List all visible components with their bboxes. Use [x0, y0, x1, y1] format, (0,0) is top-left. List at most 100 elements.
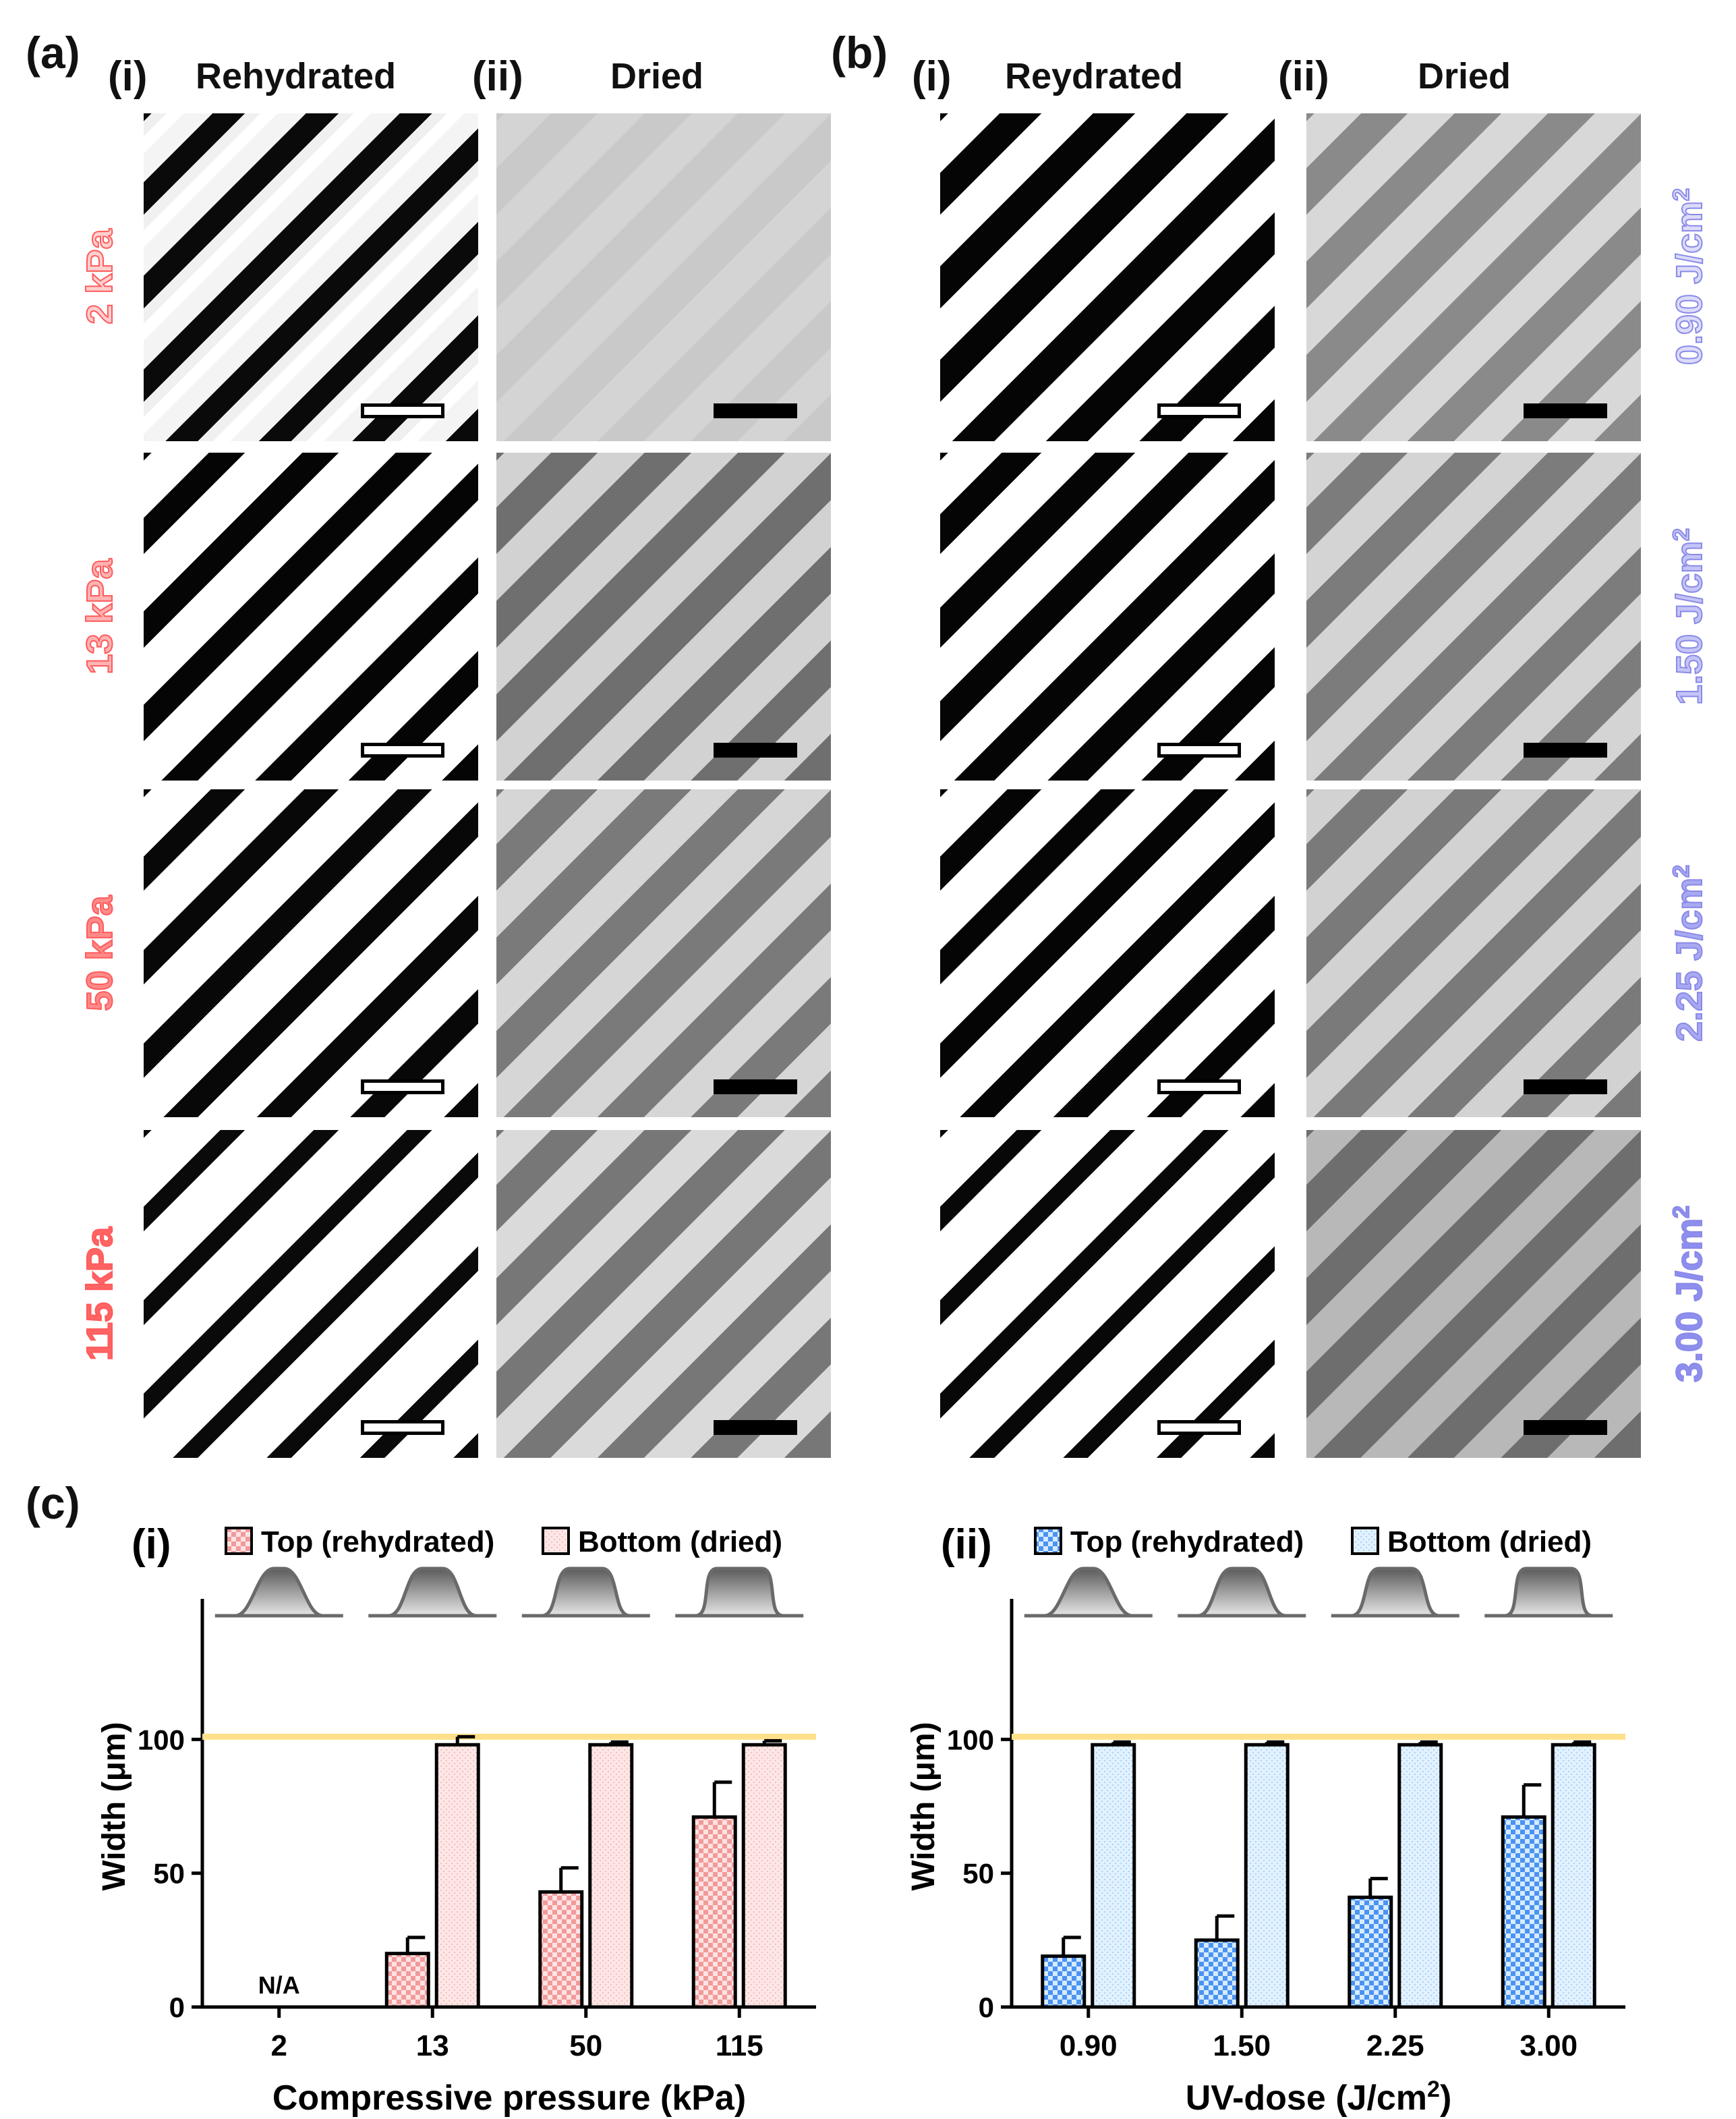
x-axis-label: Compressive pressure (kPa) — [272, 2079, 746, 2118]
x-tick-label: 1.50 — [1213, 2029, 1271, 2062]
scale-bar — [714, 403, 797, 418]
legend-label-top: Top (rehydrated) — [261, 1525, 494, 1558]
profile-shape-icon — [1484, 1566, 1613, 1618]
micrograph-b-dried-225 — [1306, 789, 1641, 1117]
x-tick-label: 2.25 — [1366, 2029, 1424, 2062]
panel-a-letter: (a) — [26, 28, 80, 78]
panel-a-col1-roman: (i) — [108, 53, 148, 100]
micrograph-b-rehydrated-150 — [940, 453, 1275, 781]
x-tick-label: 2 — [271, 2029, 287, 2062]
panel-c-charts: (i) Top (rehydrated) Bottom (dried)050100W… — [96, 1521, 1625, 2118]
legend-swatch-top — [225, 1527, 253, 1555]
scale-bar — [361, 403, 444, 418]
bar-top-rehydrated — [1041, 1954, 1087, 2009]
y-tick-label: 100 — [947, 1724, 994, 1755]
chart-uv-dose: (ii) Top (rehydrated) Bottom (dried) 0 50 100… — [906, 1521, 1625, 2118]
y-tick-label: 50 — [153, 1858, 185, 1890]
x-tick-label: 115 — [716, 2029, 763, 2062]
panel-b-letter: (b) — [831, 28, 888, 78]
scale-bar — [1524, 403, 1607, 418]
row-label-a-3: 50 kPa — [79, 895, 121, 1011]
x-tick-label: 0.90 — [1060, 2029, 1118, 2062]
row-label-b-3-text: 2.25 J/cm — [1669, 877, 1710, 1042]
row-label-b-3: 2.25 J/cm2 — [1668, 864, 1710, 1042]
micrograph-a-rehydrated-2kpa — [144, 113, 478, 441]
panel-b-col2-roman: (ii) — [1278, 53, 1329, 100]
profile-shape-icon — [521, 1566, 650, 1618]
chart-roman: (i) — [132, 1521, 171, 1568]
bar-top-rehydrated — [1194, 1938, 1240, 2009]
row-label-b-1-sup: 2 — [1668, 188, 1695, 202]
y-tick-label: 100 — [138, 1724, 185, 1755]
row-label-b-2-text: 1.50 J/cm — [1669, 540, 1710, 706]
y-axis-label: Width (μm) — [906, 1722, 942, 1890]
profile-shape-icon — [675, 1566, 804, 1618]
x-axis-label: UV-dose (J/cm2) — [1186, 2076, 1452, 2118]
micrograph-a-rehydrated-50kpa — [144, 789, 478, 1117]
scale-bar — [714, 1079, 797, 1094]
row-label-b-2-sup: 2 — [1668, 528, 1695, 542]
bar-top-rehydrated — [538, 1890, 584, 2009]
x-tick-label: 50 — [569, 2029, 602, 2062]
x-tick-label: 3.00 — [1520, 2029, 1578, 2062]
profile-shape-icon — [214, 1566, 343, 1618]
micrograph-a-dried-2kpa — [496, 113, 831, 441]
row-label-a-2: 13 kPa — [79, 558, 121, 675]
bar-bottom-dried — [1551, 1743, 1596, 2009]
bar-bottom-dried — [588, 1743, 634, 2009]
scale-bar — [1524, 743, 1607, 758]
legend-swatch-top — [1034, 1527, 1062, 1555]
chart-roman: (ii) — [941, 1521, 992, 1568]
scale-bar — [1524, 1079, 1607, 1094]
panel-b-col1-title: Reydrated — [1005, 56, 1184, 96]
y-tick-label: 0 — [979, 1991, 994, 2023]
panel-a-col1-title: Rehydrated — [196, 56, 397, 96]
bar-top-rehydrated — [1348, 1895, 1393, 2009]
chart-compressive-pressure: (i) Top (rehydrated) Bottom (dried) 0 50 100W… — [96, 1521, 816, 2118]
row-label-a-4: 115 kPa — [79, 1226, 121, 1361]
panel-b-col2-title: Dried — [1418, 56, 1511, 96]
profile-shape-icon — [1178, 1566, 1306, 1618]
profile-shape-icon — [1331, 1566, 1459, 1618]
micrograph-a-dried-50kpa — [496, 789, 831, 1117]
legend-swatch-bottom — [542, 1527, 570, 1555]
bar-top-rehydrated — [1501, 1815, 1546, 2009]
bar-bottom-dried — [1244, 1743, 1290, 2009]
row-label-b-4: 3.00 J/cm2 — [1668, 1205, 1710, 1383]
row-label-b-4-sup: 2 — [1668, 1205, 1695, 1219]
scale-bar — [1157, 743, 1241, 758]
row-label-b-4-text: 3.00 J/cm — [1669, 1218, 1710, 1383]
panel-c-letter: (c) — [26, 1478, 80, 1528]
micrograph-a-dried-115kpa — [496, 1130, 831, 1458]
row-label-b-3-sup: 2 — [1668, 864, 1695, 878]
panel-a-col2-title: Dried — [610, 56, 704, 96]
row-label-b-1-text: 0.90 J/cm — [1669, 200, 1710, 366]
bar-bottom-dried — [1397, 1743, 1443, 2009]
scale-bar — [1157, 1079, 1241, 1094]
scale-bar — [361, 1079, 444, 1094]
row-label-b-1: 0.90 J/cm2 — [1668, 188, 1710, 366]
legend-label-bottom: Bottom (dried) — [578, 1525, 782, 1558]
micrograph-b-rehydrated-300 — [940, 1130, 1275, 1458]
legend-swatch-bottom — [1351, 1527, 1379, 1555]
micrograph-a-rehydrated-115kpa — [144, 1130, 478, 1458]
row-label-b-2: 1.50 J/cm2 — [1668, 528, 1710, 706]
bar-bottom-dried — [1091, 1743, 1136, 2009]
bar-top-rehydrated — [384, 1952, 430, 2009]
micrograph-a-dried-13kpa — [496, 453, 831, 781]
y-tick-label: 50 — [962, 1858, 994, 1890]
bar-bottom-dried — [434, 1743, 480, 2009]
bar-bottom-dried — [741, 1743, 787, 2009]
panel-b-col1-roman: (i) — [912, 53, 952, 100]
na-annotation: N/A — [258, 1971, 300, 1999]
legend-label-top: Top (rehydrated) — [1070, 1525, 1304, 1558]
scale-bar — [1157, 403, 1241, 418]
micrograph-b-dried-090 — [1306, 113, 1641, 441]
scale-bar — [1157, 1420, 1241, 1435]
scale-bar — [361, 1420, 444, 1435]
y-axis-label: Width (μm) — [96, 1722, 132, 1890]
row-label-a-1: 2 kPa — [79, 228, 121, 324]
y-tick-label: 0 — [169, 1991, 185, 2023]
micrograph-b-dried-150 — [1306, 453, 1641, 781]
legend-label-bottom: Bottom (dried) — [1387, 1525, 1592, 1558]
